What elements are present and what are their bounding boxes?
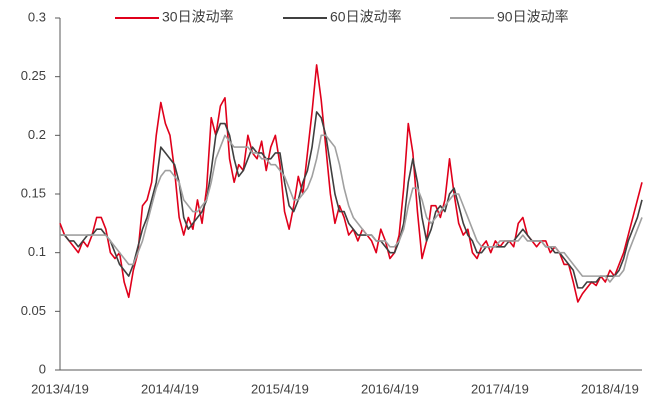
- y-tick-label: 0: [39, 361, 46, 376]
- y-tick-label: 0.2: [28, 127, 46, 142]
- x-tick-label: 2013/4/19: [31, 381, 89, 396]
- legend-label: 60日波动率: [330, 9, 402, 25]
- legend-label: 30日波动率: [162, 9, 234, 25]
- x-tick-label: 2014/4/19: [141, 381, 199, 396]
- y-tick-label: 0.15: [21, 185, 46, 200]
- y-tick-label: 0.3: [28, 9, 46, 24]
- y-tick-label: 0.05: [21, 303, 46, 318]
- line-series: [59, 64, 643, 303]
- x-tick-label: 2018/4/19: [581, 381, 639, 396]
- y-tick-label: 0.1: [28, 244, 46, 259]
- x-tick-label: 2017/4/19: [471, 381, 529, 396]
- x-tick-label: 2015/4/19: [251, 381, 309, 396]
- y-tick-label: 0.25: [21, 68, 46, 83]
- x-tick-label: 2016/4/19: [361, 381, 419, 396]
- legend: 30日波动率 60日波动率 90日波动率: [115, 9, 569, 25]
- line-series: [60, 134, 643, 283]
- legend-label: 90日波动率: [497, 9, 569, 25]
